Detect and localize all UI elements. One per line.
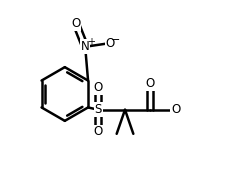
Text: O: O: [94, 81, 103, 94]
Text: +: +: [87, 37, 95, 47]
Text: O: O: [106, 36, 115, 50]
Text: O: O: [71, 17, 81, 30]
Text: N: N: [81, 40, 90, 53]
Text: O: O: [94, 125, 103, 139]
Text: −: −: [111, 35, 120, 45]
Text: S: S: [94, 103, 102, 116]
Text: O: O: [171, 103, 180, 116]
Text: O: O: [146, 77, 155, 90]
